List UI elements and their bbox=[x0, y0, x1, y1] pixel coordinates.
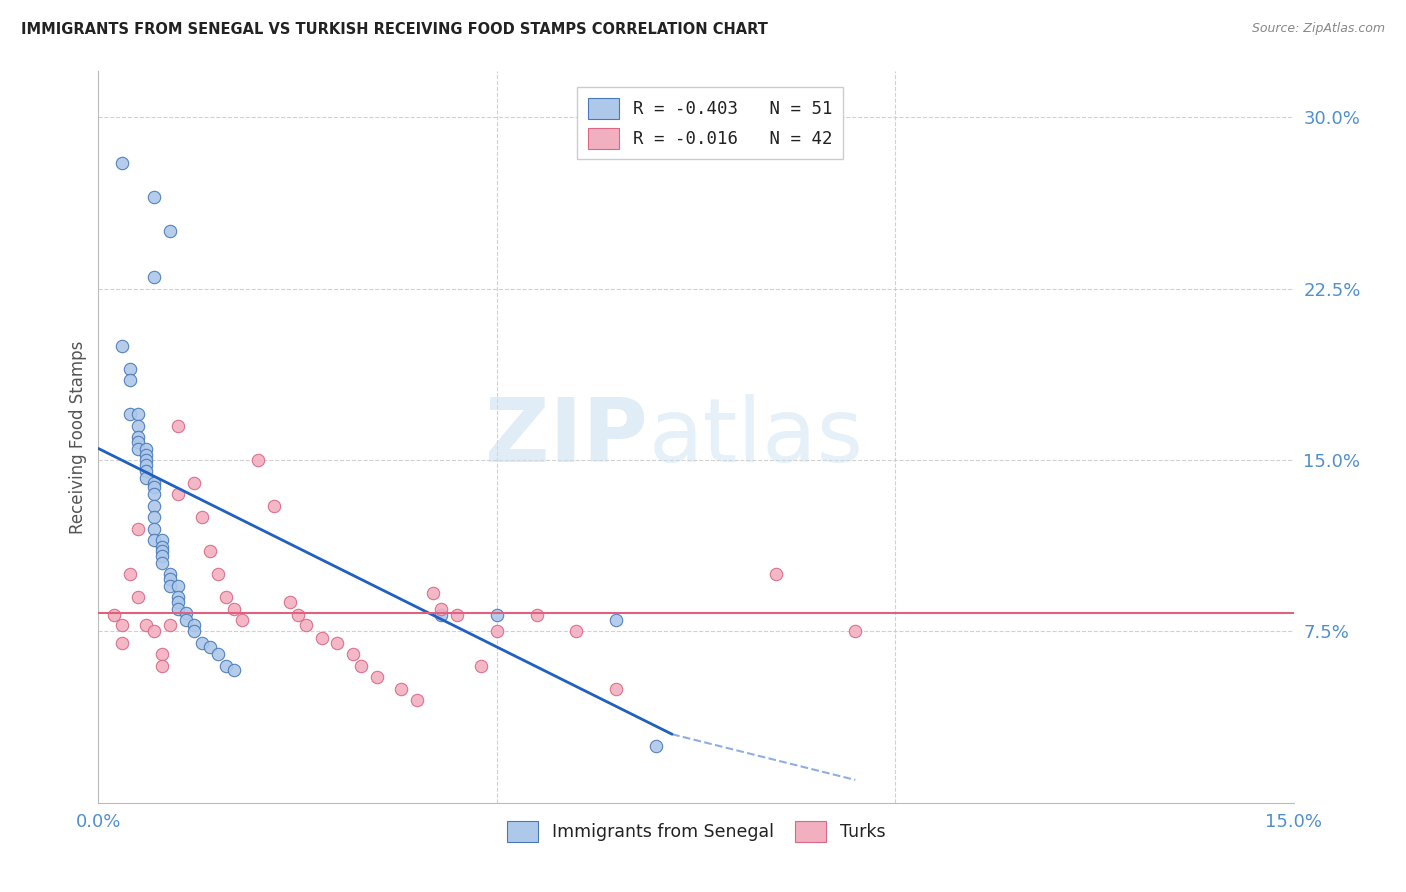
Point bbox=[120, 361, 142, 376]
Point bbox=[645, 739, 668, 753]
Point bbox=[231, 613, 253, 627]
Point bbox=[485, 608, 508, 623]
Point bbox=[120, 567, 142, 582]
Point bbox=[120, 373, 142, 387]
Point bbox=[111, 636, 134, 650]
Point bbox=[135, 471, 157, 485]
Point bbox=[111, 617, 134, 632]
Point bbox=[294, 617, 316, 632]
Point bbox=[167, 487, 190, 501]
Point bbox=[215, 658, 238, 673]
Point bbox=[159, 579, 181, 593]
Point bbox=[143, 533, 166, 547]
Point bbox=[406, 693, 429, 707]
Point bbox=[167, 579, 190, 593]
Point bbox=[150, 549, 173, 563]
Text: Source: ZipAtlas.com: Source: ZipAtlas.com bbox=[1251, 22, 1385, 36]
Point bbox=[366, 670, 388, 684]
Point bbox=[191, 510, 214, 524]
Point bbox=[174, 613, 197, 627]
Point bbox=[311, 632, 333, 646]
Point bbox=[127, 442, 149, 456]
Point bbox=[215, 590, 238, 604]
Point bbox=[150, 533, 173, 547]
Point bbox=[389, 681, 412, 696]
Y-axis label: Receiving Food Stamps: Receiving Food Stamps bbox=[69, 341, 87, 533]
Point bbox=[143, 270, 166, 285]
Point bbox=[143, 510, 166, 524]
Point bbox=[207, 567, 229, 582]
Point bbox=[111, 338, 134, 352]
Point bbox=[191, 636, 214, 650]
Point bbox=[127, 434, 149, 449]
Point bbox=[150, 540, 173, 554]
Text: IMMIGRANTS FROM SENEGAL VS TURKISH RECEIVING FOOD STAMPS CORRELATION CHART: IMMIGRANTS FROM SENEGAL VS TURKISH RECEI… bbox=[21, 22, 768, 37]
Point bbox=[143, 487, 166, 501]
Point bbox=[167, 590, 190, 604]
Point bbox=[430, 608, 453, 623]
Point bbox=[765, 567, 787, 582]
Point bbox=[135, 464, 157, 478]
Point bbox=[167, 418, 190, 433]
Point bbox=[485, 624, 508, 639]
Legend: Immigrants from Senegal, Turks: Immigrants from Senegal, Turks bbox=[499, 814, 893, 849]
Point bbox=[135, 442, 157, 456]
Point bbox=[263, 499, 285, 513]
Point bbox=[326, 636, 349, 650]
Point bbox=[222, 601, 245, 615]
Point bbox=[159, 617, 181, 632]
Point bbox=[207, 647, 229, 661]
Point bbox=[287, 608, 309, 623]
Point bbox=[350, 658, 373, 673]
Point bbox=[844, 624, 866, 639]
Point bbox=[565, 624, 588, 639]
Point bbox=[135, 458, 157, 472]
Point bbox=[174, 606, 197, 620]
Point bbox=[143, 499, 166, 513]
Point bbox=[526, 608, 548, 623]
Point bbox=[127, 418, 149, 433]
Point bbox=[135, 453, 157, 467]
Point bbox=[120, 407, 142, 421]
Point bbox=[127, 590, 149, 604]
Point bbox=[167, 601, 190, 615]
Text: atlas: atlas bbox=[648, 393, 863, 481]
Point bbox=[198, 640, 221, 655]
Point bbox=[278, 595, 301, 609]
Point bbox=[143, 190, 166, 204]
Point bbox=[103, 608, 125, 623]
Point bbox=[470, 658, 492, 673]
Point bbox=[430, 601, 453, 615]
Point bbox=[150, 647, 173, 661]
Point bbox=[342, 647, 364, 661]
Point bbox=[127, 407, 149, 421]
Point bbox=[150, 556, 173, 570]
Point bbox=[159, 224, 181, 238]
Point bbox=[167, 595, 190, 609]
Point bbox=[159, 567, 181, 582]
Point bbox=[143, 624, 166, 639]
Point bbox=[150, 658, 173, 673]
Point bbox=[446, 608, 468, 623]
Point bbox=[127, 430, 149, 444]
Point bbox=[135, 617, 157, 632]
Point bbox=[183, 617, 205, 632]
Point bbox=[127, 521, 149, 535]
Point bbox=[143, 480, 166, 494]
Point bbox=[143, 475, 166, 490]
Point bbox=[183, 475, 205, 490]
Point bbox=[135, 449, 157, 463]
Point bbox=[159, 572, 181, 586]
Point bbox=[143, 521, 166, 535]
Point bbox=[111, 155, 134, 169]
Point bbox=[183, 624, 205, 639]
Text: ZIP: ZIP bbox=[485, 393, 648, 481]
Point bbox=[150, 544, 173, 558]
Point bbox=[605, 613, 627, 627]
Point bbox=[222, 663, 245, 677]
Point bbox=[246, 453, 269, 467]
Point bbox=[605, 681, 627, 696]
Point bbox=[198, 544, 221, 558]
Point bbox=[422, 585, 444, 599]
